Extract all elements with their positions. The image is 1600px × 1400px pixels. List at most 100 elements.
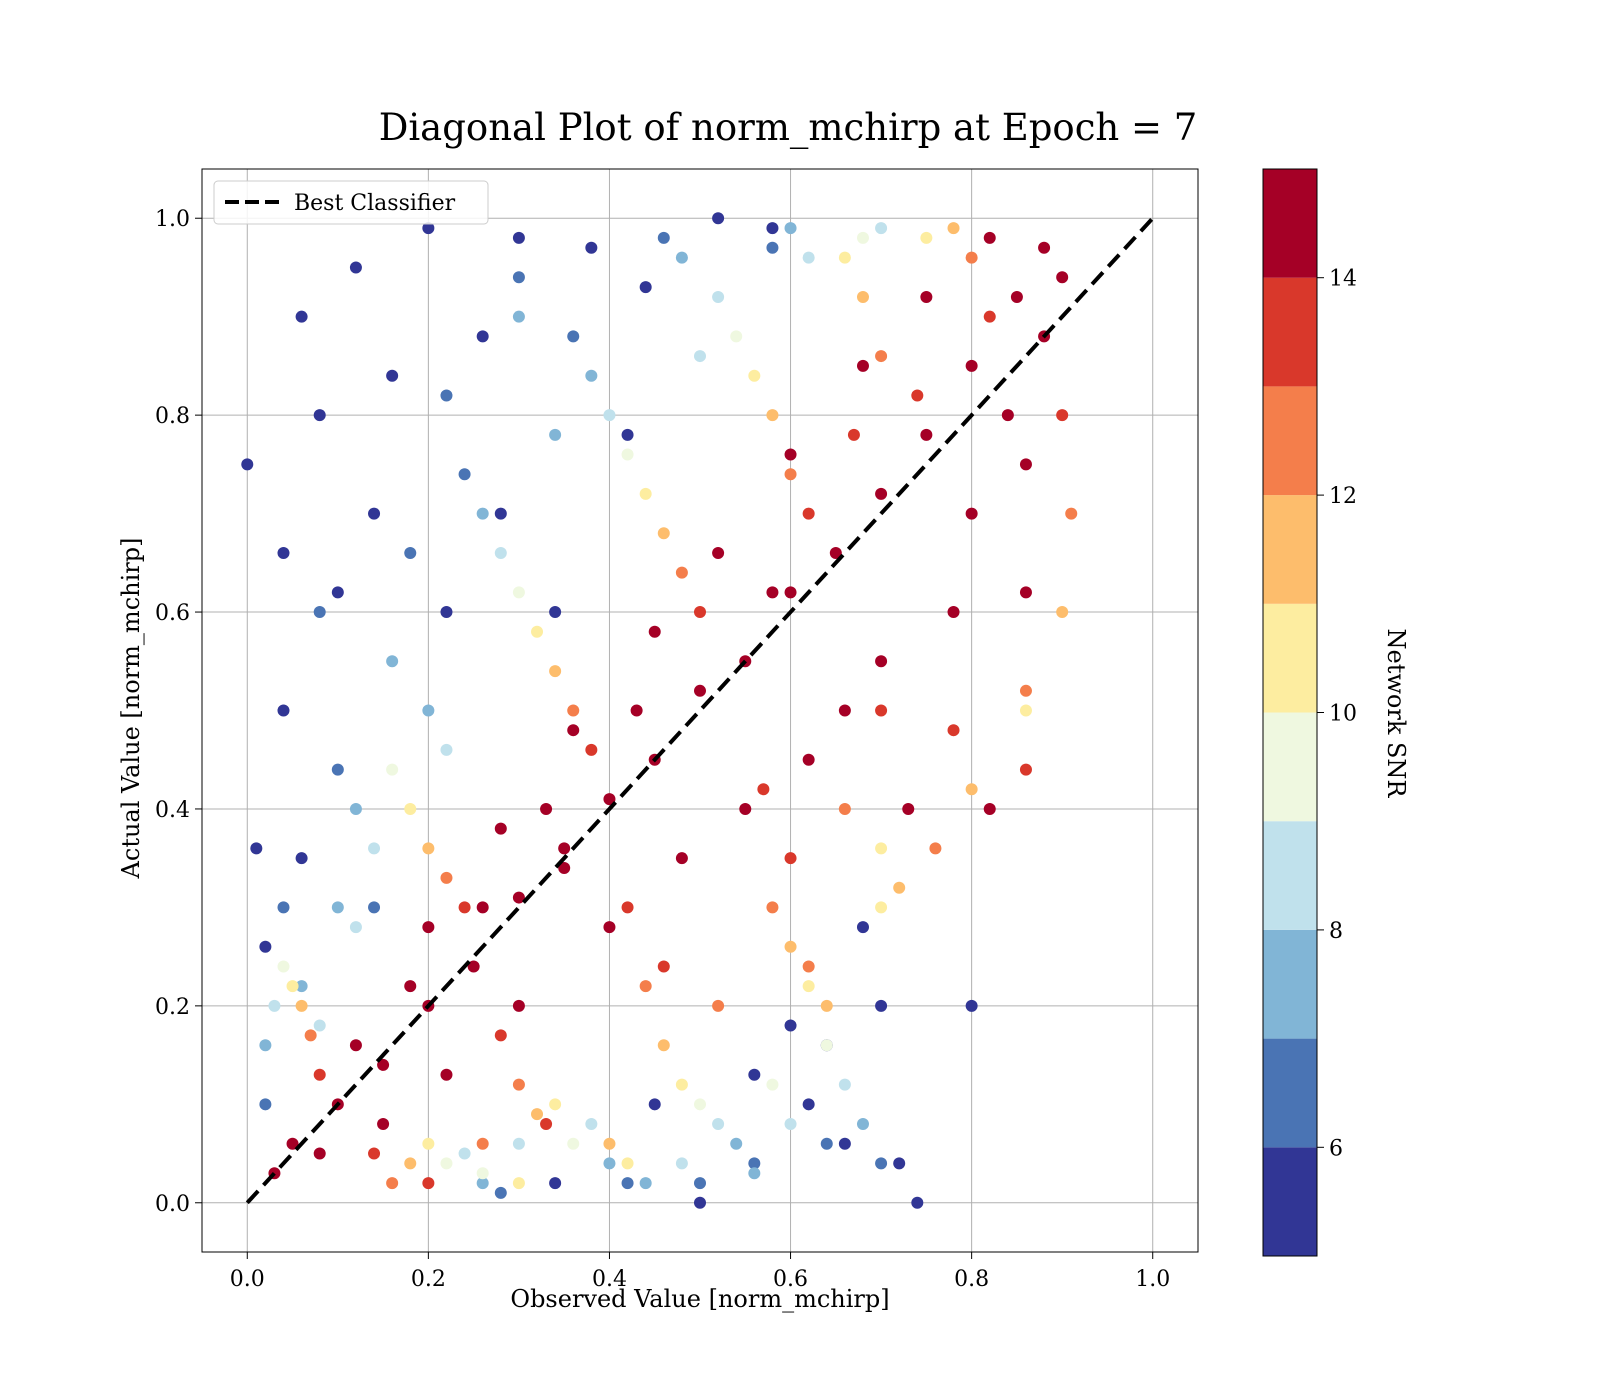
scatter-point <box>313 409 326 422</box>
scatter-point <box>847 428 860 441</box>
scatter-point <box>512 231 525 244</box>
scatter-point <box>440 389 453 402</box>
scatter-point <box>422 704 435 717</box>
scatter-point <box>349 921 362 934</box>
y-axis-ticks: 0.0 0.2 0.4 0.6 0.8 1.0 <box>155 207 202 1217</box>
scatter-point <box>920 290 933 303</box>
scatter-point <box>712 290 725 303</box>
scatter-points <box>241 212 1078 1209</box>
scatter-point <box>512 586 525 599</box>
scatter-point <box>286 980 299 993</box>
scatter-point <box>349 802 362 815</box>
y-tick-label: 0.8 <box>155 404 190 429</box>
scatter-point <box>712 212 725 225</box>
scatter-point <box>965 783 978 796</box>
scatter-point <box>540 802 553 815</box>
scatter-point <box>567 704 580 717</box>
scatter-point <box>983 310 996 323</box>
scatter-point <box>603 1137 616 1150</box>
scatter-point <box>1001 409 1014 422</box>
scatter-point <box>893 881 906 894</box>
scatter-point <box>802 1098 815 1111</box>
best-classifier-line <box>245 216 1155 1205</box>
scatter-point <box>494 822 507 835</box>
scatter-point <box>277 960 290 973</box>
scatter-point <box>784 468 797 481</box>
scatter-point <box>875 901 888 914</box>
scatter-point <box>784 940 797 953</box>
scatter-point <box>838 1137 851 1150</box>
scatter-point <box>766 222 779 235</box>
scatter-point <box>947 222 960 235</box>
scatter-point <box>386 763 399 776</box>
scatter-point <box>675 1078 688 1091</box>
scatter-point <box>730 330 743 343</box>
x-tick-label: 0.8 <box>954 1267 989 1292</box>
scatter-point <box>621 428 634 441</box>
scatter-point <box>368 842 381 855</box>
scatter-point <box>603 1157 616 1170</box>
scatter-point <box>784 448 797 461</box>
scatter-point <box>476 1167 489 1180</box>
scatter-point <box>549 1098 562 1111</box>
scatter-point <box>422 1137 435 1150</box>
scatter-point <box>802 980 815 993</box>
scatter-point <box>1065 507 1078 520</box>
scatter-point <box>766 1078 779 1091</box>
scatter-point <box>639 980 652 993</box>
scatter-point <box>549 606 562 619</box>
scatter-point <box>585 241 598 254</box>
scatter-point <box>1019 763 1032 776</box>
scatter-point <box>349 1039 362 1052</box>
scatter-point <box>277 901 290 914</box>
scatter-point <box>295 980 308 993</box>
scatter-point <box>549 428 562 441</box>
y-tick-label: 0.4 <box>155 798 190 823</box>
scatter-point <box>295 999 308 1012</box>
scatter-point <box>657 527 670 540</box>
scatter-point <box>286 1137 299 1150</box>
scatter-point <box>585 743 598 756</box>
x-axis-ticks: 0.0 0.2 0.4 0.6 0.8 1.0 <box>230 1252 1170 1292</box>
scatter-point <box>675 1157 688 1170</box>
scatter-point <box>820 1039 833 1052</box>
scatter-point <box>784 1019 797 1032</box>
scatter-point <box>368 901 381 914</box>
scatter-point <box>368 507 381 520</box>
scatter-point <box>929 842 942 855</box>
scatter-point <box>657 1039 670 1052</box>
scatter-point <box>675 852 688 865</box>
scatter-point <box>838 802 851 815</box>
scatter-point <box>512 999 525 1012</box>
scatter-point <box>512 891 525 904</box>
scatter-point <box>965 251 978 264</box>
scatter-point <box>368 1147 381 1160</box>
scatter-point <box>494 1186 507 1199</box>
scatter-point <box>802 753 815 766</box>
scatter-point <box>386 1177 399 1190</box>
scatter-point <box>404 802 417 815</box>
scatter-point <box>422 222 435 235</box>
scatter-point <box>802 960 815 973</box>
scatter-point <box>549 1177 562 1190</box>
scatter-point <box>295 310 308 323</box>
scatter-point <box>467 960 480 973</box>
colorbar-bin <box>1263 277 1317 387</box>
scatter-point <box>458 1147 471 1160</box>
scatter-point <box>856 921 869 934</box>
scatter-point <box>757 783 770 796</box>
colorbar <box>1262 168 1318 1257</box>
x-tick-label: 1.0 <box>1135 1267 1170 1292</box>
scatter-point <box>694 684 706 697</box>
scatter-point <box>304 1029 317 1042</box>
scatter-point <box>458 901 471 914</box>
scatter-point <box>531 1108 544 1121</box>
scatter-point <box>1056 606 1069 619</box>
scatter-point <box>856 290 869 303</box>
scatter-point <box>476 330 489 343</box>
colorbar-bin <box>1263 1147 1317 1256</box>
scatter-point <box>920 231 933 244</box>
scatter-point <box>494 546 507 559</box>
scatter-point <box>694 1177 706 1190</box>
scatter-point <box>331 586 344 599</box>
